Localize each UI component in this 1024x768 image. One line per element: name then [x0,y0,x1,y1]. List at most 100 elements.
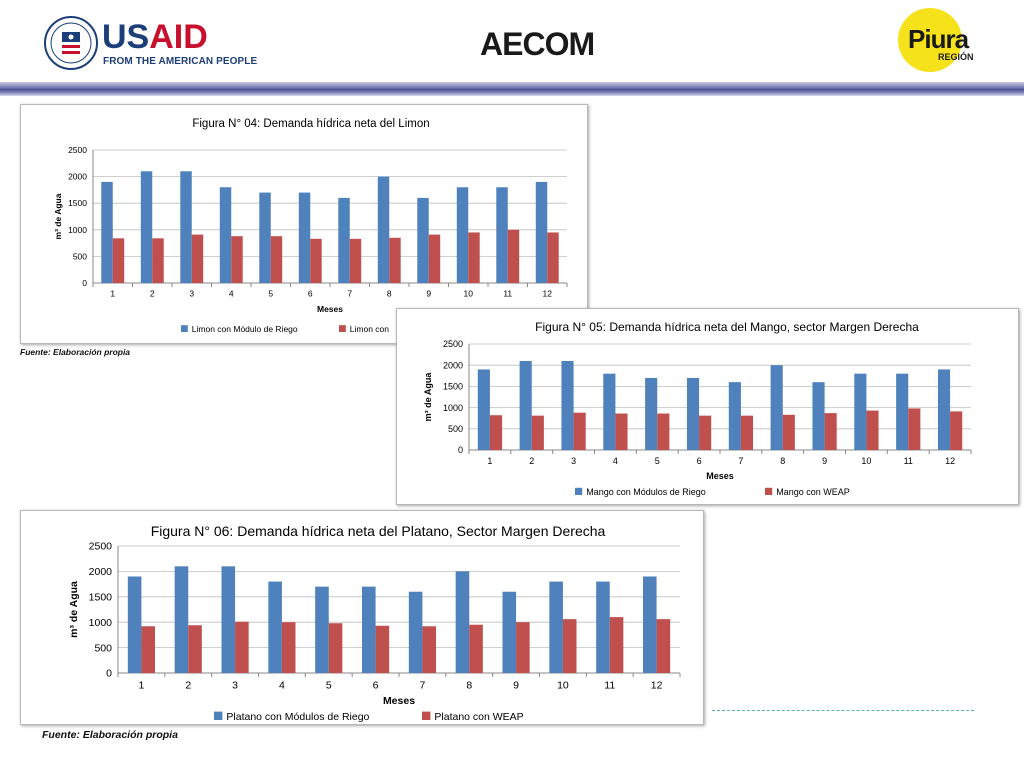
x-tick-label: 9 [822,456,827,466]
piura-logo-circle [898,8,962,72]
bar-weap [375,625,390,673]
x-tick-label: 7 [738,456,743,466]
x-tick-label: 3 [571,456,576,466]
bar-weap [281,622,296,673]
bar-modulo [603,373,616,450]
x-tick-label: 1 [487,456,492,466]
bar-weap [328,623,343,673]
y-tick-label: 2500 [89,541,113,553]
usaid-seal-icon [44,16,98,70]
legend-swatch [765,487,773,495]
x-axis-label: Meses [706,471,734,481]
y-tick-label: 0 [458,445,463,455]
y-tick-label: 0 [82,278,87,288]
chart-platano-source: Fuente: Elaboración propia [42,729,178,741]
bar-modulo [180,171,192,283]
bar-modulo [174,566,189,673]
bar-weap [615,413,628,450]
y-axis-label: m³ de Agua [53,193,63,239]
bar-modulo [221,566,236,673]
bar-modulo [502,591,517,673]
chart-title: Figura N° 04: Demanda hídrica neta del L… [192,118,429,130]
x-tick-label: 12 [945,456,955,466]
x-tick-label: 5 [326,680,332,692]
bar-weap [310,238,322,283]
bar-weap [824,413,837,450]
bar-weap [188,625,202,673]
bar-weap [468,232,480,283]
y-axis-label: m³ de Agua [423,372,433,422]
bar-modulo [456,187,469,283]
bar-weap [908,408,921,450]
bar-weap [469,624,483,673]
legend-label: Platano con Módulos de Riego [226,711,369,723]
chart-title: Figura N° 06: Demanda hídrica neta del P… [151,523,606,539]
piura-wordmark: Piura [908,24,969,54]
legend-label: Platano con WEAP [434,711,523,723]
piura-region-label: REGIÓN [938,52,974,62]
bar-modulo [812,382,825,450]
bar-weap [609,617,624,673]
bar-modulo [477,369,490,450]
bar-modulo [298,192,311,283]
bar-weap [141,626,155,673]
chart-panel-limon: Figura N° 04: Demanda hídrica neta del L… [20,104,588,344]
chart-limon: Figura N° 04: Demanda hídrica neta del L… [53,118,568,334]
legend-swatch [214,711,223,720]
y-axis-label: m³ de Agua [68,581,80,638]
x-tick-label: 12 [543,289,553,299]
x-tick-label: 6 [373,680,379,692]
bar-weap [866,410,879,450]
x-tick-label: 11 [904,456,913,466]
x-axis-label: Meses [317,304,343,314]
bar-modulo [645,377,658,450]
x-tick-label: 2 [150,289,155,299]
header-divider-bar [0,82,1024,96]
x-tick-label: 12 [651,680,663,692]
bar-weap [950,411,963,450]
bar-modulo [455,571,470,673]
x-tick-label: 1 [138,680,144,692]
bar-modulo [937,369,951,450]
y-tick-label: 1000 [89,617,113,629]
bar-weap [573,412,586,450]
x-tick-label: 3 [189,289,194,299]
y-tick-label: 2500 [443,339,463,349]
bar-modulo [519,360,532,450]
x-tick-label: 8 [387,289,392,299]
bar-modulo [219,187,232,283]
bar-modulo [896,373,909,450]
x-tick-label: 10 [557,680,569,692]
y-tick-label: 500 [448,424,463,434]
usaid-wordmark-aid: AID [149,18,208,56]
legend-label: Limon con [350,324,389,334]
legend-swatch [422,711,431,720]
y-tick-label: 1000 [443,403,463,413]
bar-modulo [408,591,423,673]
chart-mango: Figura N° 05: Demanda hídrica neta del M… [423,320,972,497]
y-tick-label: 1500 [89,591,113,603]
bar-weap [656,619,671,673]
x-tick-label: 1 [110,289,115,299]
usaid-wordmark-us: US [102,18,150,56]
chart-limon-source: Fuente: Elaboración propia [20,347,131,357]
x-tick-label: 9 [426,289,431,299]
bar-modulo [127,576,142,673]
legend-label: Limon con Módulo de Riego [192,324,298,334]
usaid-wordmark: USAID [102,20,208,54]
bar-weap [389,237,401,283]
bar-modulo [643,576,657,673]
bar-modulo [417,197,429,283]
usaid-tagline: FROM THE AMERICAN PEOPLE [103,56,258,67]
y-tick-label: 2000 [89,566,113,578]
y-tick-label: 500 [94,642,112,654]
bar-modulo [362,586,376,673]
legend-label: Mango con Módulos de Riego [586,487,706,497]
bar-weap [191,234,204,283]
usaid-logo: USAID FROM THE AMERICAN PEOPLE [44,16,257,70]
bar-weap [428,234,441,283]
bar-modulo [259,192,271,283]
y-tick-label: 2500 [68,145,87,155]
bar-modulo [561,360,574,450]
x-tick-label: 2 [529,456,534,466]
